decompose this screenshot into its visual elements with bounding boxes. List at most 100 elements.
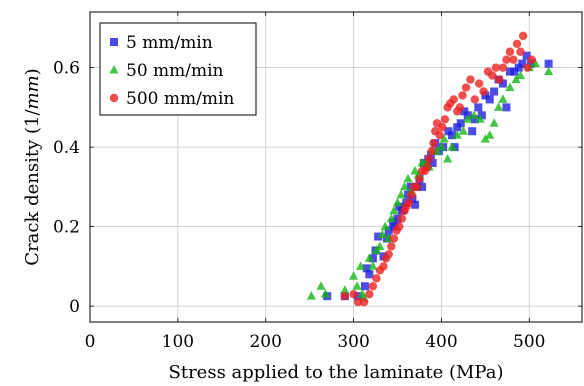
triangle-point [348, 271, 359, 280]
circle-point [412, 182, 422, 192]
circle-point [368, 282, 378, 291]
square-point [485, 95, 494, 104]
legend-label: 5 mm/min [126, 33, 213, 53]
circle-point [527, 55, 537, 64]
triangle-point [447, 142, 457, 151]
square-point [505, 67, 514, 76]
square-point [393, 214, 402, 223]
x-tick-label: 100 [162, 332, 194, 352]
square-point [360, 282, 369, 291]
circle-point [458, 91, 467, 100]
square-point [490, 87, 499, 96]
square-point [374, 232, 383, 241]
circle-point [389, 234, 399, 243]
square-point [518, 59, 527, 68]
triangle-point [403, 173, 413, 183]
circle-point [455, 103, 465, 112]
axis-ticks: 0 100 200 300 400 500 0 0.2 0.4 0.6 [53, 12, 582, 352]
triangle-point [436, 142, 447, 151]
circle-point [488, 71, 497, 80]
square-point [468, 127, 477, 136]
data-points [306, 31, 554, 307]
circle-point [509, 55, 518, 64]
series-triangle [306, 58, 554, 302]
circle-point [466, 75, 475, 84]
x-tick-label: 300 [337, 332, 369, 352]
x-tick-label: 200 [249, 332, 281, 352]
x-tick-label: 0 [85, 332, 96, 352]
y-tick-label: 0.6 [53, 59, 80, 79]
square-point [544, 59, 553, 68]
square-point [384, 226, 393, 235]
circle-point [349, 289, 358, 299]
square-point [428, 159, 437, 168]
triangle-point [489, 118, 499, 127]
legend-label: 500 mm/min [126, 89, 234, 109]
square-point [390, 222, 399, 231]
square-point [510, 67, 519, 76]
triangle-point [458, 126, 468, 135]
square-point [470, 115, 479, 124]
circle-point [438, 123, 447, 132]
square-point [456, 119, 465, 128]
circle-point [470, 95, 480, 104]
circle-point [512, 39, 522, 48]
triangle-point [368, 261, 378, 270]
legend-square-marker [110, 38, 118, 46]
series-circle [340, 31, 537, 307]
triangle-point [452, 130, 462, 139]
square-point [362, 264, 371, 273]
triangle-point [485, 130, 495, 139]
circle-point [407, 190, 416, 200]
plot-frame [89, 11, 583, 323]
circle-point [498, 63, 508, 72]
circle-point [440, 115, 450, 124]
square-point [365, 270, 374, 279]
legend: 5 mm/min 50 mm/min 500 mm/min [99, 22, 257, 116]
square-point [522, 51, 531, 60]
circle-point [429, 138, 438, 148]
series-square [323, 51, 553, 301]
y-axis-label-suffix: ) [22, 68, 43, 75]
circle-point [518, 31, 528, 41]
circle-point [435, 131, 444, 140]
triangle-point [392, 197, 403, 207]
circle-point [397, 214, 407, 223]
triangle-point [442, 154, 453, 163]
circle-point [415, 174, 424, 184]
triangle-point [439, 134, 449, 143]
triangle-point [530, 58, 541, 68]
circle-point [523, 63, 532, 72]
square-point [474, 103, 483, 112]
square-point [502, 103, 511, 112]
y-tick-label: 0 [69, 297, 80, 317]
square-point [418, 182, 427, 191]
x-axis-label: Stress applied to the laminate (MPa) [169, 362, 504, 383]
triangle-point [399, 181, 410, 191]
triangle-point [475, 114, 485, 123]
square-point [481, 91, 490, 100]
y-axis-label-prefix: Crack density (1/ [22, 109, 43, 266]
x-tick-label: 400 [425, 332, 457, 352]
y-tick-label: 0.4 [53, 138, 80, 158]
circle-point [516, 47, 525, 56]
circle-point [395, 222, 404, 231]
circle-point [424, 154, 434, 164]
triangle-point [340, 285, 350, 294]
circle-point [502, 55, 511, 64]
triangle-point [316, 281, 326, 290]
triangle-point [320, 289, 331, 298]
circle-point [387, 242, 396, 251]
triangle-point [544, 66, 554, 76]
circle-point [495, 75, 504, 84]
triangle-point [380, 221, 390, 231]
square-point [368, 254, 377, 263]
triangle-point [375, 241, 385, 250]
square-point [411, 200, 420, 209]
triangle-point [493, 102, 504, 111]
square-point [498, 79, 507, 88]
circle-point [340, 291, 349, 301]
circle-point [384, 250, 393, 259]
triangle-point [463, 114, 473, 123]
